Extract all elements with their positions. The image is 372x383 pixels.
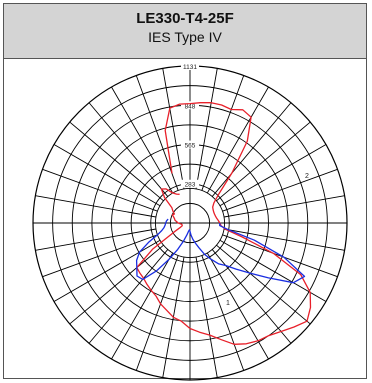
grid-spoke (162, 68, 185, 190)
grid-spoke (69, 121, 164, 202)
curve-1 (135, 218, 306, 284)
radial-tick-label: 848 (185, 103, 196, 110)
chart-title: LE330-T4-25F (136, 10, 234, 27)
grid-spoke (42, 234, 158, 278)
polar-grid (32, 65, 348, 381)
tick-label-bg (181, 101, 199, 110)
grid-spoke (223, 195, 345, 218)
radial-tick-label: 1131 (183, 64, 197, 71)
chart-header: LE330-T4-25F IES Type IV (4, 4, 366, 59)
grid-spoke (69, 244, 164, 325)
grid-spoke (88, 102, 169, 197)
curve-label: 1 (226, 300, 230, 307)
grid-spoke (111, 86, 174, 194)
tick-label-bg (181, 179, 199, 188)
grid-spoke (195, 256, 218, 378)
tick-label-bg (181, 62, 199, 70)
tick-label-bg (181, 140, 199, 149)
grid-spoke (53, 239, 161, 302)
grid-spoke (42, 168, 158, 212)
grid-spoke (206, 86, 269, 194)
grid-spoke (211, 102, 292, 197)
grid-spoke (216, 121, 311, 202)
grid-spoke (53, 144, 161, 207)
grid-spoke (195, 68, 218, 190)
grid-spoke (222, 234, 338, 278)
grid-spoke (35, 228, 157, 251)
curve-2 (136, 102, 312, 345)
grid-spoke (88, 249, 169, 344)
radial-tick-label: 283 (185, 182, 196, 189)
chart-subtitle: IES Type IV (148, 29, 222, 45)
grid-spoke (222, 168, 338, 212)
grid-spoke (219, 144, 327, 207)
candela-curves (135, 102, 312, 345)
grid-spoke (201, 255, 245, 371)
grid-spoke (111, 252, 174, 360)
grid-spoke (219, 239, 327, 302)
curve-labels: 21 (226, 173, 309, 307)
radial-tick-labels: 283 565 848 1131 (181, 62, 199, 189)
grid-spoke (223, 228, 345, 251)
curve-label: 2 (305, 173, 309, 180)
grid-spoke (35, 195, 157, 218)
grid-spoke (201, 75, 245, 191)
grid-spoke (216, 244, 311, 325)
radial-tick-label: 565 (185, 143, 196, 150)
grid-spoke (135, 255, 179, 371)
